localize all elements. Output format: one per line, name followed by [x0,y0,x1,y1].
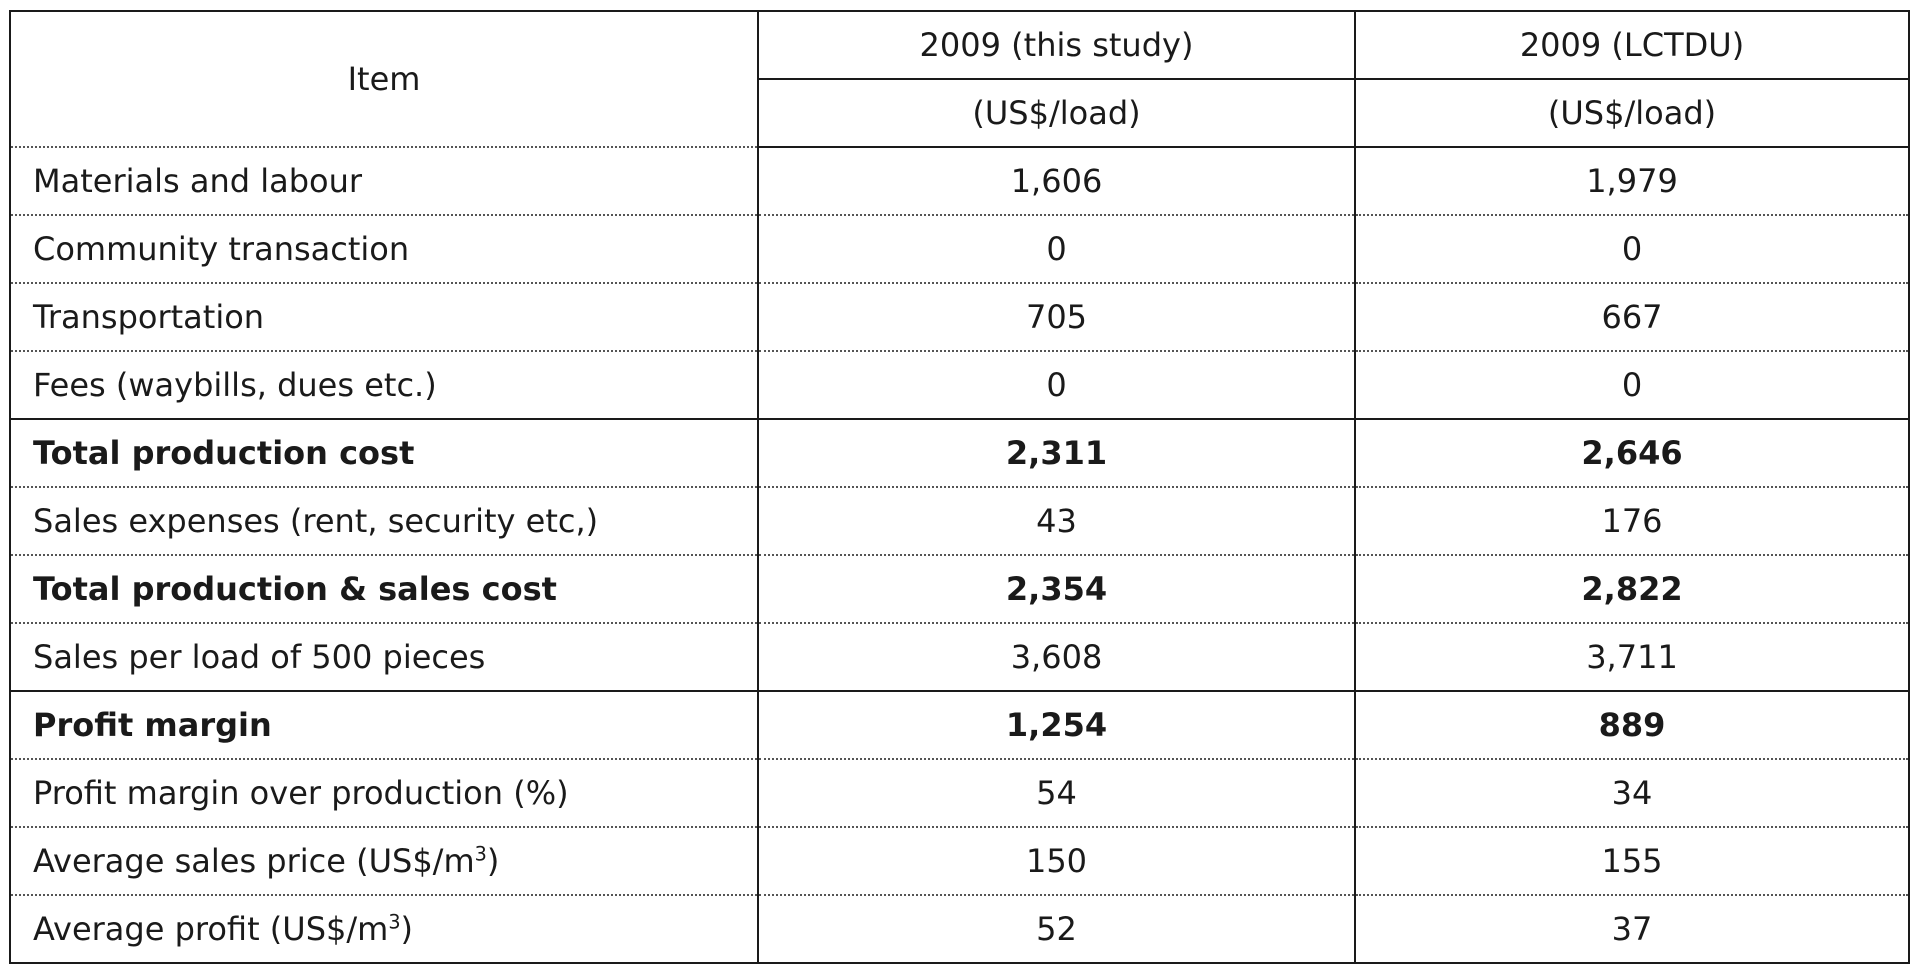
table-row-total: Total production cost 2,311 2,646 [9,418,1910,488]
table-row: Sales expenses (rent, security etc,) 43 … [9,486,1910,556]
row-label: Profit margin [9,690,759,760]
row-label: Fees (waybills, dues etc.) [9,350,759,420]
lctdu-value: 667 [1354,282,1910,352]
lctdu-value: 889 [1354,690,1910,760]
superscript-3: 3 [388,910,401,934]
row-label-text: Average profit (US$/m [33,910,389,948]
row-label-end: ) [486,842,500,880]
row-label: Materials and labour [9,146,759,216]
lctdu-value: 0 [1354,350,1910,420]
lctdu-value: 2,822 [1354,554,1910,624]
this-study-unit: (US$/load) [757,78,1356,148]
lctdu-value: 3,711 [1354,622,1910,692]
lctdu-value: 1,979 [1354,146,1910,216]
unit-row: (US$/load) (US$/load) [10,78,1910,148]
table-row: Community transaction 0 0 [9,214,1910,284]
this-study-value: 2,311 [757,418,1356,488]
table-header: Item 2009 (this study) 2009 (LCTDU) (US$… [9,10,1910,148]
this-study-value: 54 [757,758,1356,828]
this-study-value: 1,254 [757,690,1356,760]
cost-comparison-table: Item 2009 (this study) 2009 (LCTDU) (US$… [9,10,1910,964]
row-label: Sales per load of 500 pieces [9,622,759,692]
row-label: Average profit (US$/m3) [9,894,759,964]
this-study-value: 52 [757,894,1356,964]
table-row-total: Total production & sales cost 2,354 2,82… [9,554,1910,624]
row-label: Total production cost [9,418,759,488]
row-label: Community transaction [9,214,759,284]
table-body: Materials and labour 1,606 1,979 Communi… [9,146,1910,964]
lctdu-value: 2,646 [1354,418,1910,488]
row-label: Total production & sales cost [9,554,759,624]
table-row: Average sales price (US$/m3) 150 155 [9,826,1910,896]
lctdu-unit: (US$/load) [1354,78,1910,148]
this-study-value: 705 [757,282,1356,352]
this-study-column-header: 2009 (this study) [757,10,1356,80]
this-study-value: 150 [757,826,1356,896]
lctdu-value: 176 [1354,486,1910,556]
row-label-text: Average sales price (US$/m [33,842,475,880]
lctdu-column-header: 2009 (LCTDU) [1354,10,1910,80]
this-study-value: 1,606 [757,146,1356,216]
lctdu-value: 155 [1354,826,1910,896]
row-label: Profit margin over production (%) [9,758,759,828]
this-study-value: 3,608 [757,622,1356,692]
this-study-value: 0 [757,214,1356,284]
table-row: Sales per load of 500 pieces 3,608 3,711 [9,622,1910,692]
table-row: Profit margin over production (%) 54 34 [9,758,1910,828]
superscript-3: 3 [474,842,487,866]
row-label: Average sales price (US$/m3) [9,826,759,896]
row-label-end: ) [400,910,414,948]
item-column-header: Item [9,10,759,148]
row-label: Sales expenses (rent, security etc,) [9,486,759,556]
this-study-value: 0 [757,350,1356,420]
this-study-value: 2,354 [757,554,1356,624]
table-row-total: Profit margin 1,254 889 [9,690,1910,760]
header-row: Item 2009 (this study) 2009 (LCTDU) [9,10,1910,148]
table-row: Transportation 705 667 [9,282,1910,352]
lctdu-value: 37 [1354,894,1910,964]
this-study-value: 43 [757,486,1356,556]
table-row: Materials and labour 1,606 1,979 [9,146,1910,216]
table-row: Fees (waybills, dues etc.) 0 0 [9,350,1910,420]
row-label: Transportation [9,282,759,352]
lctdu-value: 34 [1354,758,1910,828]
lctdu-value: 0 [1354,214,1910,284]
table-row: Average profit (US$/m3) 52 37 [9,894,1910,964]
